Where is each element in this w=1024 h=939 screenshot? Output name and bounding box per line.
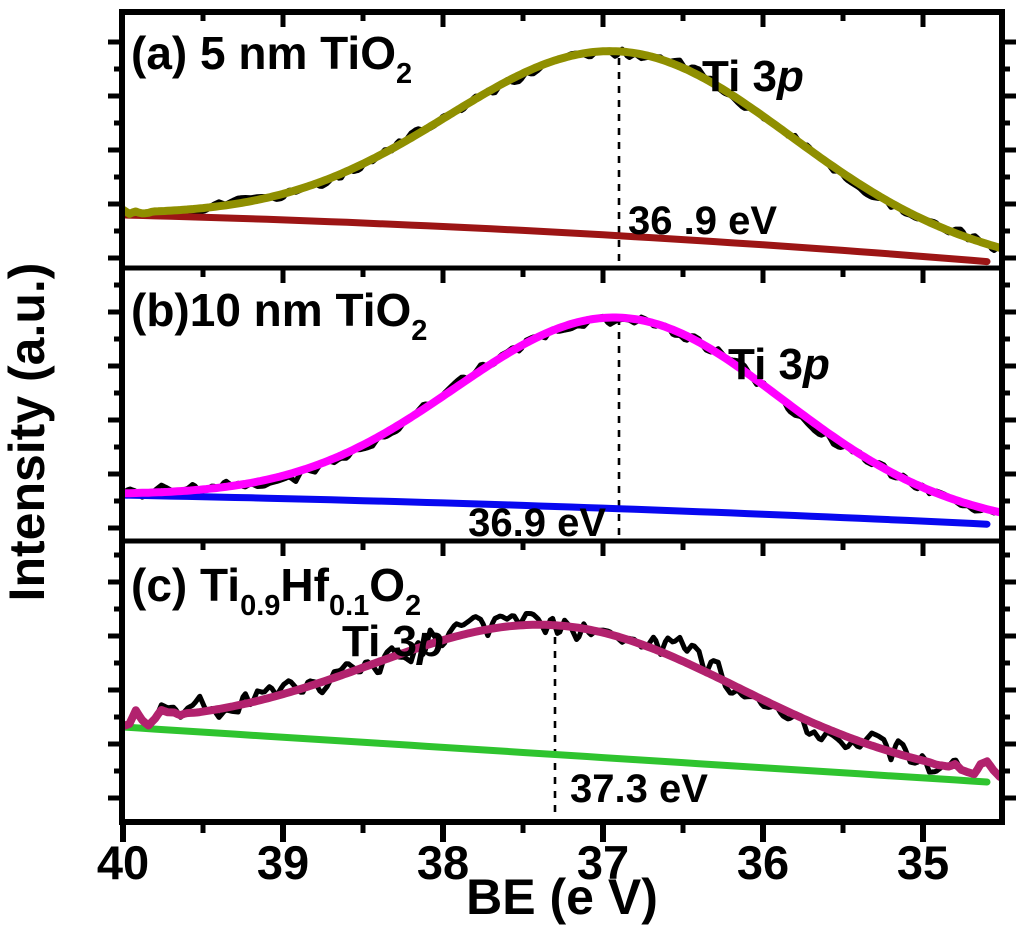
panel-a-curves bbox=[125, 46, 999, 266]
spectra-curves bbox=[125, 46, 999, 786]
panel-annotations: (a) 5 nm TiO2 Ti 3p 36 .9 eV (b)10 nm TiO2 T… bbox=[131, 27, 830, 811]
fit-envelope-curve bbox=[125, 620, 999, 781]
peak-position-annotation: 36 .9 eV bbox=[628, 199, 777, 243]
panel-label-c: (c) Ti0.9Hf0.1O2 bbox=[131, 559, 421, 622]
x-tick-label: 39 bbox=[257, 836, 309, 889]
x-tick-label: 35 bbox=[897, 836, 949, 889]
background-curve bbox=[125, 491, 991, 528]
peak-species-label: Ti 3p bbox=[702, 52, 804, 101]
x-axis-label: BE (e V) bbox=[466, 869, 658, 925]
x-tick-label: 40 bbox=[97, 836, 149, 889]
plot-border bbox=[119, 9, 1005, 825]
fit-envelope-curve bbox=[125, 47, 999, 252]
background-curve bbox=[125, 723, 991, 786]
peak-species-label: Ti 3p bbox=[728, 340, 830, 389]
background-curve bbox=[125, 211, 991, 266]
peak-position-annotation: 36.9 eV bbox=[468, 501, 606, 545]
peak-position-annotation: 37.3 eV bbox=[570, 767, 708, 811]
y-axis-label: Intensity (a.u.) bbox=[0, 263, 55, 602]
plot-frame bbox=[119, 9, 1005, 825]
panel-label-a: (a) 5 nm TiO2 bbox=[131, 27, 412, 90]
panel-c-curves bbox=[125, 611, 999, 786]
axis-ticks bbox=[108, 12, 1016, 842]
panel-b-curves bbox=[125, 313, 999, 528]
fit-envelope-curve bbox=[125, 313, 999, 517]
x-tick-label: 38 bbox=[417, 836, 469, 889]
x-tick-label: 36 bbox=[737, 836, 789, 889]
peak-species-label: Ti 3p bbox=[342, 617, 444, 666]
x-tick-label: 37 bbox=[577, 836, 629, 889]
panel-label-b: (b)10 nm TiO2 bbox=[131, 284, 427, 347]
x-tick-labels: 40 39 38 37 36 35 bbox=[97, 836, 949, 889]
